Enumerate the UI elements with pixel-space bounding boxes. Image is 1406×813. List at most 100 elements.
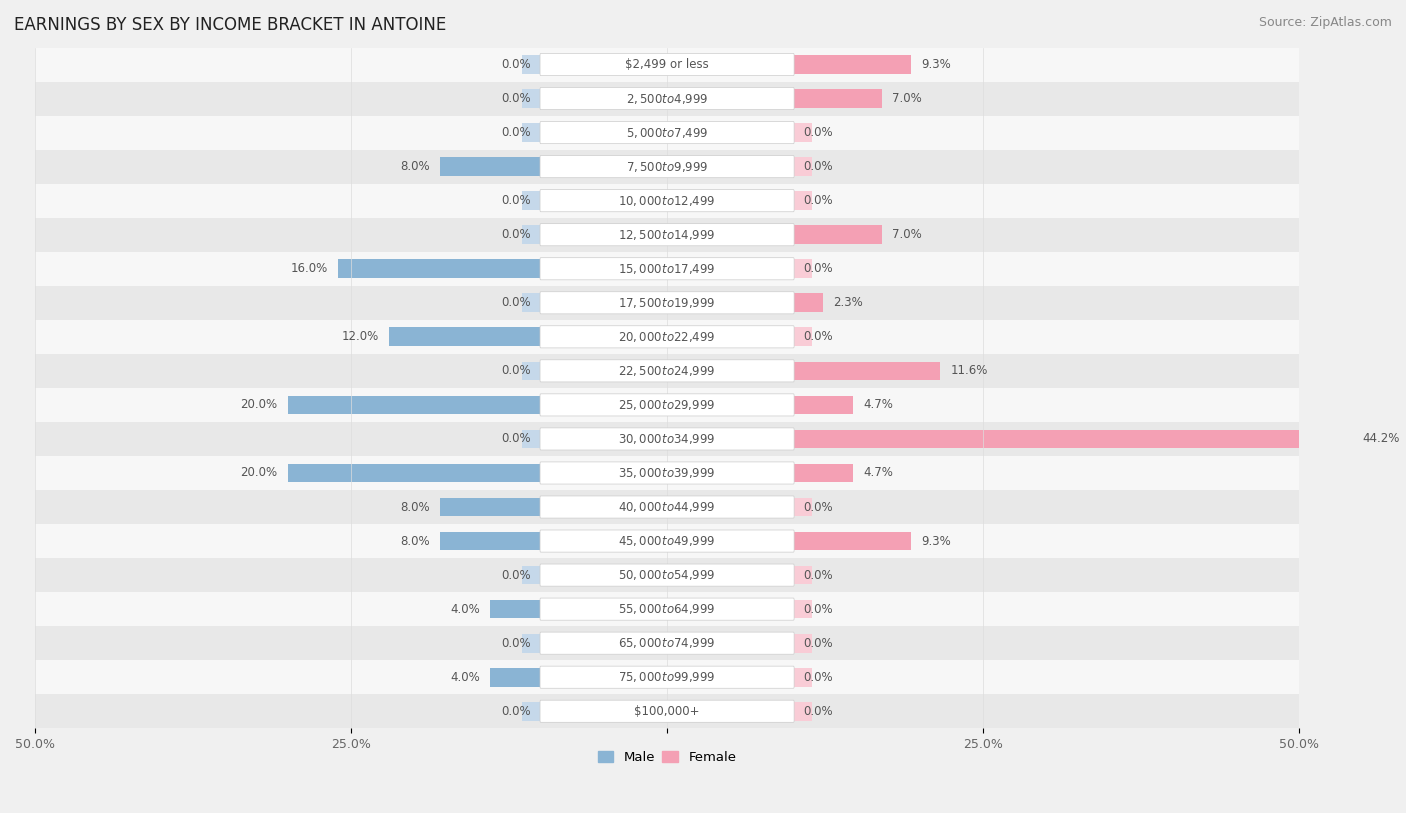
Bar (35, 320, 1299, 354)
Bar (522, 429, 541, 448)
Bar (793, 157, 813, 176)
Text: $50,000 to $54,999: $50,000 to $54,999 (619, 568, 716, 582)
Legend: Male, Female: Male, Female (592, 746, 742, 769)
Bar (793, 498, 813, 516)
Text: EARNINGS BY SEX BY INCOME BRACKET IN ANTOINE: EARNINGS BY SEX BY INCOME BRACKET IN ANT… (14, 16, 446, 34)
Bar (35, 456, 1299, 490)
Bar (339, 259, 541, 278)
Bar (522, 532, 541, 550)
Text: $75,000 to $99,999: $75,000 to $99,999 (619, 670, 716, 685)
Text: 4.0%: 4.0% (450, 602, 479, 615)
FancyBboxPatch shape (540, 326, 794, 348)
FancyBboxPatch shape (540, 360, 794, 382)
Text: $22,500 to $24,999: $22,500 to $24,999 (619, 364, 716, 378)
Text: 8.0%: 8.0% (399, 501, 429, 514)
Text: 16.0%: 16.0% (291, 263, 328, 276)
Text: 0.0%: 0.0% (804, 671, 834, 684)
Bar (793, 667, 813, 686)
Bar (793, 463, 853, 482)
Text: 0.0%: 0.0% (501, 58, 530, 71)
Bar (522, 634, 541, 653)
Bar (35, 47, 1299, 81)
Bar (288, 463, 541, 482)
Text: 0.0%: 0.0% (501, 92, 530, 105)
Bar (522, 124, 541, 142)
FancyBboxPatch shape (540, 700, 794, 722)
Bar (522, 191, 541, 210)
Bar (522, 566, 541, 585)
Text: 0.0%: 0.0% (501, 126, 530, 139)
Bar (35, 81, 1299, 115)
Text: $35,000 to $39,999: $35,000 to $39,999 (619, 466, 716, 480)
Text: $100,000+: $100,000+ (634, 705, 700, 718)
Bar (35, 422, 1299, 456)
Text: 0.0%: 0.0% (804, 263, 834, 276)
Text: $40,000 to $44,999: $40,000 to $44,999 (619, 500, 716, 514)
Text: 0.0%: 0.0% (804, 705, 834, 718)
Text: 0.0%: 0.0% (804, 126, 834, 139)
Bar (288, 396, 541, 415)
FancyBboxPatch shape (540, 122, 794, 144)
Bar (35, 150, 1299, 184)
Bar (35, 184, 1299, 218)
Bar (793, 532, 911, 550)
Text: 11.6%: 11.6% (950, 364, 987, 377)
Text: $17,500 to $19,999: $17,500 to $19,999 (619, 296, 716, 310)
Bar (793, 396, 813, 415)
Text: 4.0%: 4.0% (450, 671, 479, 684)
Text: 44.2%: 44.2% (1362, 433, 1400, 446)
Text: 0.0%: 0.0% (804, 602, 834, 615)
Text: 0.0%: 0.0% (501, 637, 530, 650)
FancyBboxPatch shape (540, 530, 794, 552)
Bar (522, 463, 541, 482)
FancyBboxPatch shape (540, 564, 794, 586)
FancyBboxPatch shape (540, 428, 794, 450)
Text: 20.0%: 20.0% (240, 398, 278, 411)
Text: 20.0%: 20.0% (240, 467, 278, 480)
Bar (440, 532, 541, 550)
FancyBboxPatch shape (540, 632, 794, 654)
Bar (793, 191, 813, 210)
Bar (522, 89, 541, 108)
FancyBboxPatch shape (540, 462, 794, 484)
Bar (440, 498, 541, 516)
Bar (491, 600, 541, 619)
Bar (793, 634, 813, 653)
Bar (793, 328, 813, 346)
Text: 9.3%: 9.3% (921, 535, 950, 547)
Text: $45,000 to $49,999: $45,000 to $49,999 (619, 534, 716, 548)
Text: $2,500 to $4,999: $2,500 to $4,999 (626, 92, 709, 106)
Bar (793, 429, 813, 448)
Text: 0.0%: 0.0% (501, 568, 530, 581)
Text: 0.0%: 0.0% (804, 330, 834, 343)
FancyBboxPatch shape (540, 258, 794, 280)
Bar (793, 362, 941, 380)
Text: $30,000 to $34,999: $30,000 to $34,999 (619, 432, 716, 446)
Bar (793, 225, 813, 244)
Bar (35, 115, 1299, 150)
Bar (522, 362, 541, 380)
Bar (522, 225, 541, 244)
Bar (793, 429, 1353, 448)
Text: 0.0%: 0.0% (501, 296, 530, 309)
Bar (35, 218, 1299, 252)
Text: 0.0%: 0.0% (804, 501, 834, 514)
FancyBboxPatch shape (540, 224, 794, 246)
Bar (793, 396, 853, 415)
Text: 8.0%: 8.0% (399, 535, 429, 547)
Bar (35, 592, 1299, 626)
Text: Source: ZipAtlas.com: Source: ZipAtlas.com (1258, 16, 1392, 29)
Bar (35, 354, 1299, 388)
FancyBboxPatch shape (540, 292, 794, 314)
Bar (35, 252, 1299, 286)
Bar (793, 89, 813, 108)
Text: 9.3%: 9.3% (921, 58, 950, 71)
Bar (522, 293, 541, 312)
Bar (522, 55, 541, 74)
Text: $15,000 to $17,499: $15,000 to $17,499 (619, 262, 716, 276)
Bar (35, 660, 1299, 694)
Bar (793, 293, 813, 312)
FancyBboxPatch shape (540, 393, 794, 416)
Bar (522, 498, 541, 516)
Bar (522, 667, 541, 686)
